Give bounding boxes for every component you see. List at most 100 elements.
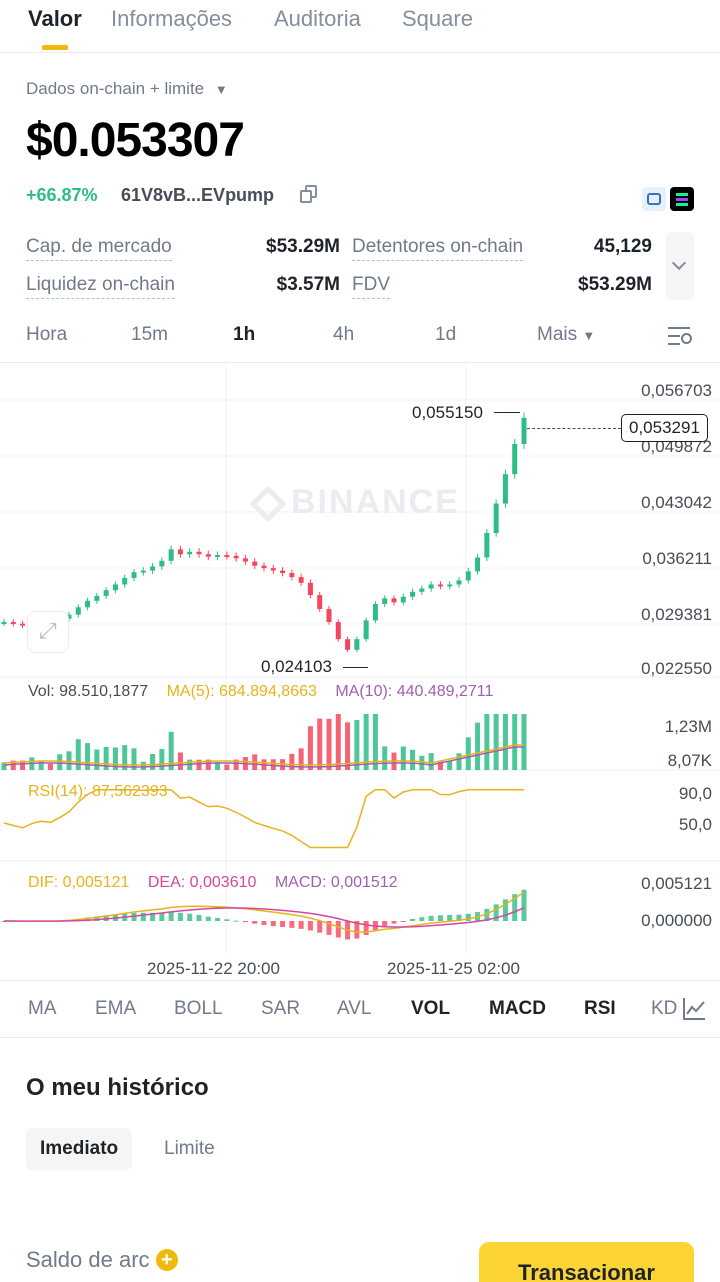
indicator-macd[interactable]: MACD [489,998,546,1019]
robot-icon[interactable] [642,187,666,211]
candle [484,532,490,558]
candle [1,622,7,625]
timeframe-more-label: Mais [537,324,578,345]
candle [391,598,397,603]
timeframe-1h[interactable]: 1h [233,324,256,345]
macd-histogram-bar [419,917,425,921]
indicator-ma[interactable]: MA [28,998,57,1019]
history-tab-immediate[interactable]: Imediato [26,1128,133,1170]
volume-bar [317,718,323,770]
volume-bar [112,747,118,770]
volume-bar [382,746,388,770]
volume-bar [372,714,378,770]
chart-area[interactable]: BINANCE 0,056703 0,049872 0,043042 0,036… [0,362,720,980]
tab-auditoria[interactable]: Auditoria [274,6,361,31]
volume-bar [140,761,146,770]
indicator-kd[interactable]: KD [651,998,678,1019]
top-tabs: Valor Informações Auditoria Square [0,0,720,53]
macd-histogram-bar [317,921,323,933]
timeframe-more[interactable]: Mais ▼ [537,324,595,346]
solana-chain-icon [670,187,694,211]
rsi-axis-bottom: 50,0 [678,815,712,834]
candle [112,584,118,591]
add-icon[interactable]: + [155,1249,178,1271]
volume-bar [47,763,53,770]
candle [177,549,183,555]
macd-histogram-bar [437,915,443,921]
candle [335,622,341,640]
candle [400,596,406,603]
candle [20,623,26,626]
contract-address: 61V8vB...EVpump [121,185,275,205]
candle [242,558,248,562]
candle [224,555,230,558]
volume-bar [177,752,183,770]
copy-icon[interactable] [300,185,318,203]
volume-bar [168,731,174,770]
macd-histogram-bar [410,918,416,921]
current-price: $0.053307 [26,114,245,167]
macd-axis-top: 0,005121 [641,874,712,893]
liquidity-value: $3.57M [276,274,340,295]
candle [363,620,369,640]
candle [475,557,481,572]
macd-histogram-bar [140,912,146,921]
x-tick: 2025-11-25 02:00 [387,959,520,978]
volume-ma10: MA(10): 440.489,2711 [335,683,494,700]
timeframe-15m[interactable]: 15m [131,324,168,345]
candle [512,443,518,475]
y-tick: 0,043042 [641,493,712,512]
candle [159,560,165,567]
macd-histogram-bar [326,921,332,935]
liquidity-label[interactable]: Liquidez on-chain [26,274,175,299]
candle [205,554,211,557]
current-price-label: 0,053291 [621,414,708,442]
expand-stats-button[interactable] [666,232,694,300]
tab-square[interactable]: Square [402,6,473,31]
candle [326,608,332,623]
macd-histogram-bar [131,912,137,921]
macd-histogram-bar [177,912,183,921]
y-tick: 0,022550 [641,659,712,678]
volume-bar [456,753,462,770]
tab-valor[interactable]: Valor [28,6,82,31]
macd-histogram-bar [187,913,193,921]
timeframe-4h[interactable]: 4h [333,324,355,345]
volume-label: Vol: 98.510,1877 [28,683,149,700]
timeframe-1d[interactable]: 1d [435,324,457,345]
data-source-selector[interactable]: Dados on-chain + limite ▼ [26,79,228,99]
volume-bar [20,760,26,770]
indicator-vol[interactable]: VOL [411,998,451,1019]
volume-bar [205,759,211,770]
indicator-sar[interactable]: SAR [261,998,301,1019]
tab-informacoes[interactable]: Informações [111,6,233,31]
high-price-label: 0,055150 [412,403,483,422]
macd-histogram-bar [428,915,434,921]
candle [447,584,453,587]
rsi-group [3,789,524,849]
indicator-ema[interactable]: EMA [95,998,137,1019]
volume-bar [159,749,165,770]
history-tab-limit[interactable]: Limite [164,1138,215,1159]
indicator-avl[interactable]: AVL [337,998,372,1019]
fullscreen-button[interactable]: ⤢ [27,611,69,653]
history-title: O meu histórico [26,1074,209,1101]
chart-settings-icon[interactable] [668,325,692,347]
candle [10,622,16,625]
macd-histogram-bar [233,920,239,922]
indicator-boll[interactable]: BOLL [174,998,223,1019]
volume-bar [57,754,63,770]
market-cap-label[interactable]: Cap. de mercado [26,236,172,261]
trade-button[interactable]: Transacionar [479,1242,694,1282]
fdv-label[interactable]: FDV [352,274,390,299]
indicator-rsi[interactable]: RSI [584,998,616,1019]
volume-bar [447,761,453,770]
volume-bar [131,748,137,770]
high-marker-line [494,412,520,413]
indicator-settings-icon[interactable] [679,994,709,1024]
volume-bar [1,762,7,770]
timeframe-hora[interactable]: Hora [26,324,68,345]
chevron-down-icon [671,255,687,271]
volume-bar [233,759,239,770]
holders-label[interactable]: Detentores on-chain [352,236,524,261]
